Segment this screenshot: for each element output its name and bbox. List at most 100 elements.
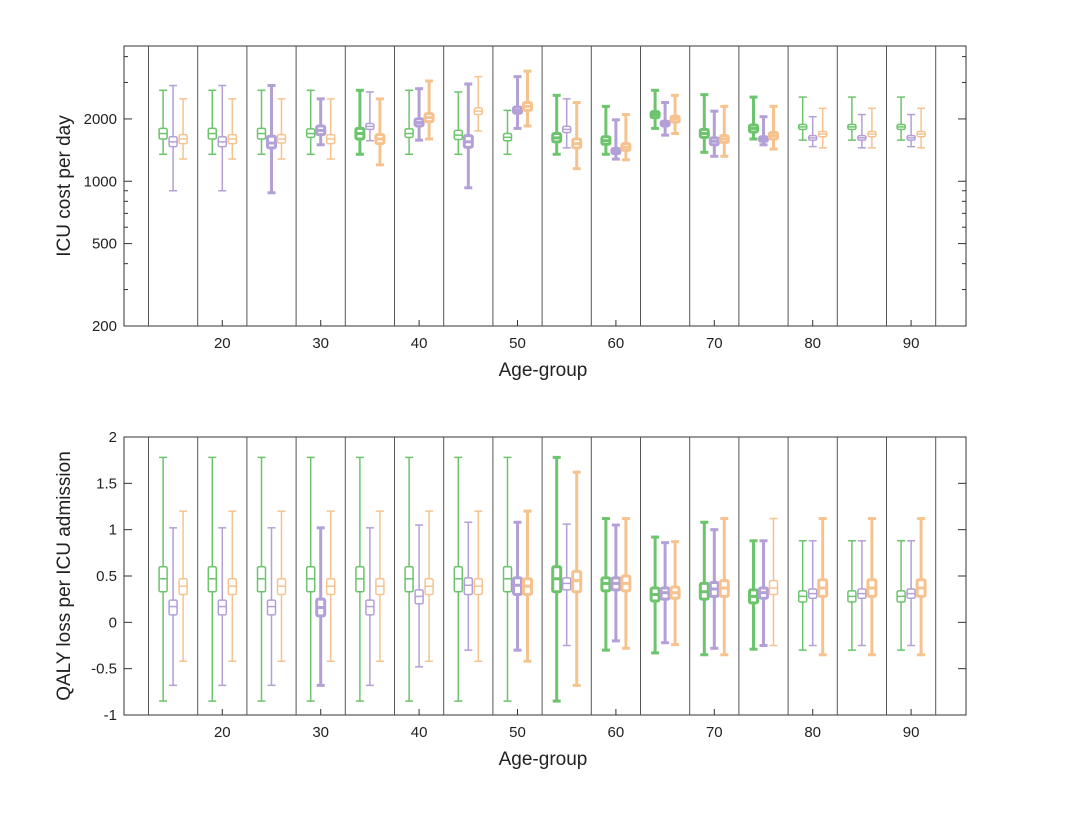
box-purple xyxy=(659,101,671,137)
x-tick-label: 20 xyxy=(214,335,231,352)
box-green xyxy=(896,96,906,141)
x-tick-label: 70 xyxy=(706,335,723,352)
box-orange xyxy=(227,98,238,160)
box-green xyxy=(404,456,414,702)
box-purple xyxy=(413,87,425,142)
box-orange xyxy=(325,98,336,160)
box-green xyxy=(698,520,710,657)
y-axis-label: ICU cost per day xyxy=(54,115,75,257)
box-orange xyxy=(669,93,681,136)
x-tick-label: 80 xyxy=(804,724,821,741)
x-tick-label: 70 xyxy=(706,724,723,741)
box-purple xyxy=(365,91,375,142)
box-green xyxy=(453,91,464,156)
box-green xyxy=(404,89,414,156)
box-green xyxy=(256,456,267,702)
x-axis-label: Age-group xyxy=(499,749,588,770)
box-green xyxy=(649,535,661,655)
box-green xyxy=(797,540,808,651)
x-tick-label: 40 xyxy=(411,335,428,352)
box-purple xyxy=(168,84,178,192)
box-green xyxy=(305,456,316,702)
box-green xyxy=(847,96,857,141)
box-orange xyxy=(571,101,583,171)
x-tick-label: 60 xyxy=(608,335,625,352)
box-green xyxy=(453,456,464,702)
box-orange xyxy=(276,98,287,160)
box-purple xyxy=(906,113,916,148)
box-purple xyxy=(708,528,720,650)
box-purple xyxy=(906,540,916,647)
box-green xyxy=(896,540,906,651)
box-purple xyxy=(462,82,474,190)
box-purple xyxy=(512,75,523,130)
box-orange xyxy=(178,98,188,160)
y-tick-label: 1 xyxy=(109,522,117,539)
x-tick-label: 60 xyxy=(608,724,625,741)
box-green xyxy=(551,93,563,156)
y-tick-label: 1000 xyxy=(84,173,117,190)
box-purple xyxy=(659,541,671,645)
box-green xyxy=(600,104,612,156)
box-green xyxy=(698,93,710,154)
box-green xyxy=(649,88,661,130)
box-green xyxy=(158,89,168,156)
panel-qaly-loss: -1 -0.5 0 0.5 1 1.5 2 20 30 40 50 60 70 80 90 Age-group… xyxy=(54,429,967,770)
y-tick-label: 0.5 xyxy=(96,568,117,585)
box-iqr xyxy=(266,599,277,616)
y-tick-label: 200 xyxy=(92,318,117,335)
y-axis-label: QALY loss per ICU admission xyxy=(54,451,75,701)
box-orange xyxy=(423,79,435,141)
box-purple xyxy=(610,523,622,643)
y-tick-label: 2000 xyxy=(84,111,117,128)
box-orange xyxy=(867,107,877,149)
axes-frame xyxy=(123,436,967,716)
box-orange xyxy=(620,517,632,650)
box-orange xyxy=(227,510,238,663)
box-purple xyxy=(758,539,769,647)
box-orange xyxy=(768,104,779,151)
x-tick-label: 30 xyxy=(312,335,329,352)
box-purple xyxy=(610,118,622,161)
box-iqr xyxy=(463,577,474,596)
x-tick-label: 40 xyxy=(411,724,428,741)
box-green xyxy=(158,456,168,702)
box-orange xyxy=(276,510,287,663)
y-tick-label: -1 xyxy=(104,707,117,724)
x-tick-label: 80 xyxy=(804,335,821,352)
box-green xyxy=(797,96,808,141)
box-purple xyxy=(217,527,228,687)
box-purple xyxy=(807,115,818,148)
box-iqr xyxy=(168,599,178,616)
box-orange xyxy=(325,510,336,663)
box-orange xyxy=(522,69,533,128)
box-orange xyxy=(866,517,878,657)
panel-icu-cost: 200 500 1000 2000 20 30 40 50 60 70 80 90 Age-group I… xyxy=(54,45,967,381)
box-purple xyxy=(365,527,375,687)
box-orange xyxy=(473,510,484,663)
box-purple xyxy=(758,115,769,147)
box-green xyxy=(502,456,513,702)
box-orange xyxy=(424,510,434,663)
box-orange xyxy=(375,510,385,663)
box-purple xyxy=(168,527,178,687)
y-tick-label: 2 xyxy=(109,429,117,446)
box-iqr xyxy=(365,599,375,616)
box-orange xyxy=(473,75,484,132)
box-green xyxy=(551,455,563,703)
box-iqr xyxy=(217,599,228,616)
box-purple xyxy=(857,113,867,149)
box-orange xyxy=(522,509,533,663)
box-purple xyxy=(708,109,720,158)
box-green xyxy=(256,89,267,156)
x-tick-label: 50 xyxy=(509,335,526,352)
y-tick-label: 1.5 xyxy=(96,475,117,492)
y-tick-label: -0.5 xyxy=(91,661,117,678)
x-tick-label: 90 xyxy=(903,724,920,741)
box-green xyxy=(748,95,759,141)
box-orange xyxy=(718,517,730,657)
box-orange xyxy=(620,113,632,162)
y-tick-label: 0 xyxy=(109,614,117,631)
box-orange xyxy=(718,104,730,158)
box-purple xyxy=(807,540,818,647)
